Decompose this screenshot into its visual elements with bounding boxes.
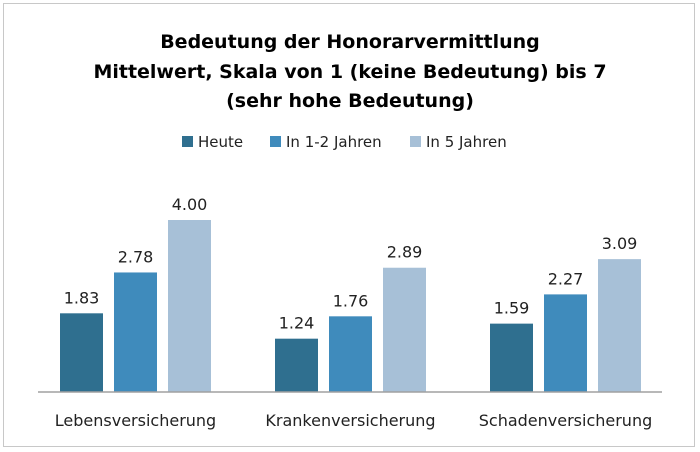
chart-title-line-3: (sehr hohe Bedeutung) [226,90,474,112]
legend-swatch [410,136,421,147]
data-label: 1.24 [279,314,315,333]
bar-2-1 [383,267,426,392]
data-label: 2.89 [387,243,423,262]
data-label: 1.76 [333,291,369,310]
legend-label: In 1-2 Jahren [286,133,382,151]
legend-swatch [270,136,281,147]
legend: Heute In 1-2 Jahren In 5 Jahren [182,133,507,151]
data-label: 2.27 [548,269,584,288]
category-label: Lebensversicherung [55,411,216,430]
bar-1-1 [329,316,372,392]
bars: 1.83 2.78 4.00 Lebensversicherung 1.24 1.76 2.… [55,195,652,430]
category-label: Krankenversicherung [265,411,435,430]
data-label: 4.00 [172,195,208,214]
bar-0-2 [490,323,533,392]
data-label: 3.09 [602,234,638,253]
chart-title-line-2: Mittelwert, Skala von 1 (keine Bedeutung… [93,61,606,83]
bar-2-0 [168,220,211,392]
legend-label: Heute [198,133,243,151]
legend-swatch [182,136,193,147]
data-label: 2.78 [118,247,154,266]
data-label: 1.59 [494,299,530,318]
bar-0-1 [275,338,318,392]
data-label: 1.83 [64,288,100,307]
bar-0-0 [60,313,103,392]
chart-frame [3,3,695,447]
category-label: Schadenversicherung [479,411,653,430]
bar-1-0 [114,272,157,392]
bar-2-2 [598,259,641,392]
legend-label: In 5 Jahren [426,133,507,151]
chart-title-line-1: Bedeutung der Honorarvermittlung [160,31,540,53]
bar-1-2 [544,294,587,392]
